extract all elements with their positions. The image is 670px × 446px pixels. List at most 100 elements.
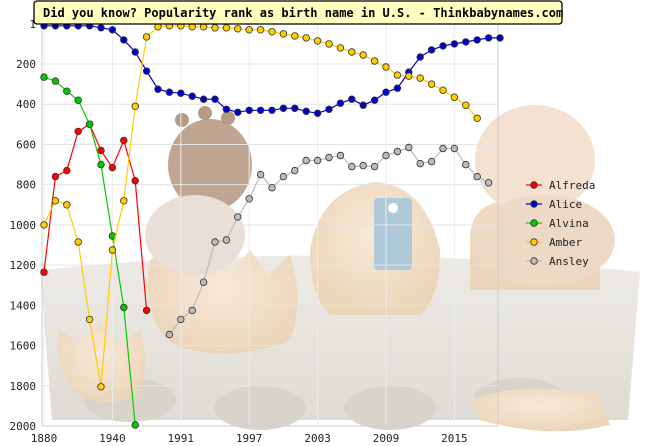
data-point-alice [245, 106, 253, 114]
data-point-amber [120, 197, 128, 205]
data-point-alice [142, 67, 151, 75]
data-point-amber [40, 221, 48, 229]
data-point-alice [302, 107, 310, 115]
legend-label-alice: Alice [549, 198, 582, 211]
data-point-alice [97, 24, 105, 32]
data-point-alice [325, 105, 333, 113]
data-point-alice [450, 40, 459, 48]
data-point-ansley [313, 156, 322, 165]
data-point-amber [142, 33, 151, 41]
data-point-alvina [74, 96, 82, 104]
data-point-alice [313, 109, 322, 117]
data-point-amber [245, 26, 253, 34]
x-tick-label: 1991 [168, 432, 195, 445]
legend-label-alvina: Alvina [549, 217, 589, 230]
data-point-ansley [462, 160, 470, 169]
y-tick-label: 200 [16, 58, 36, 71]
gridlines [42, 18, 498, 427]
data-point-amber [462, 101, 470, 109]
data-point-alice [416, 53, 424, 61]
data-point-alvina [63, 87, 71, 95]
data-point-ansley [222, 236, 231, 244]
data-point-alice [108, 26, 117, 34]
data-point-alfreda [40, 268, 48, 276]
data-point-amber [234, 25, 242, 33]
data-point-alvina [40, 73, 48, 81]
baby-left [145, 106, 252, 275]
data-point-alvina [85, 120, 94, 128]
series-ansley [165, 143, 493, 339]
data-point-amber [256, 26, 265, 34]
data-point-alice [291, 104, 299, 112]
chart-title: Did you know? Popularity rank as birth n… [43, 6, 563, 20]
data-point-ansley [393, 147, 402, 156]
data-point-amber [51, 197, 60, 205]
data-point-alfreda [63, 166, 71, 175]
data-point-alfreda [142, 306, 151, 315]
legend-item-alvina: Alvina [526, 217, 589, 230]
legend-marker-ansley [530, 257, 538, 265]
legend-item-ansley: Ansley [526, 255, 589, 268]
legend-item-alice: Alice [526, 198, 582, 211]
legend-item-alfreda: Alfreda [526, 179, 595, 192]
data-point-alice [268, 106, 276, 114]
data-point-ansley [439, 144, 447, 153]
eggshell-corner [470, 388, 610, 432]
data-point-alvina [51, 77, 60, 85]
y-tick-label: 1400 [10, 299, 37, 312]
data-point-alice [336, 99, 345, 107]
data-point-amber [393, 71, 402, 79]
x-tick-label: 1940 [99, 432, 126, 445]
data-point-alice [279, 104, 288, 112]
data-point-ansley [188, 306, 196, 315]
data-point-alice [393, 84, 402, 92]
eggshell-front [57, 322, 146, 402]
series-layer [40, 22, 504, 429]
y-tick-label: 1200 [10, 259, 37, 272]
data-point-alice [234, 108, 242, 116]
data-point-alice [120, 36, 128, 44]
data-point-ansley [405, 143, 413, 152]
x-tick-label: 1880 [31, 432, 58, 445]
series-line-alfreda [43, 123, 148, 311]
y-tick-label: 1800 [10, 380, 37, 393]
legend-marker-alfreda [530, 181, 538, 189]
legend-marker-amber [530, 238, 538, 246]
series-amber [40, 22, 481, 391]
data-point-amber [63, 201, 71, 209]
data-point-ansley [450, 144, 459, 153]
data-point-amber [473, 114, 481, 122]
x-axis: 1880 1940 1991 1997 2003 2009 2015 [31, 432, 468, 445]
legend-label-amber: Amber [549, 236, 582, 249]
data-point-amber [108, 246, 117, 254]
data-point-ansley [211, 238, 219, 246]
legend-label-alfreda: Alfreda [549, 179, 595, 192]
legend-label-ansley: Ansley [549, 255, 589, 268]
y-tick-label: 1 [29, 18, 36, 31]
data-point-amber [74, 238, 82, 246]
series-alfreda [40, 120, 151, 315]
data-point-alice [131, 48, 139, 56]
data-point-amber [336, 44, 345, 52]
legend-marker-alvina [530, 219, 538, 227]
data-point-alvina [120, 303, 128, 312]
data-point-amber [313, 37, 322, 45]
data-point-ansley [416, 159, 424, 168]
data-point-alice [199, 95, 208, 103]
data-point-ansley [473, 172, 481, 181]
data-point-amber [222, 24, 231, 32]
data-point-amber [131, 102, 139, 110]
data-point-ansley [370, 162, 379, 171]
data-point-ansley [382, 151, 390, 160]
data-point-alice [427, 46, 436, 54]
data-point-amber [97, 383, 105, 391]
y-tick-label: 1600 [10, 340, 37, 353]
data-point-amber [450, 93, 459, 101]
data-point-ansley [484, 178, 493, 187]
data-point-ansley [199, 278, 208, 286]
data-point-alfreda [97, 146, 105, 155]
data-point-amber [359, 51, 367, 59]
y-tick-label: 2000 [10, 420, 37, 433]
data-point-alfreda [108, 163, 117, 172]
data-point-alfreda [120, 136, 128, 145]
